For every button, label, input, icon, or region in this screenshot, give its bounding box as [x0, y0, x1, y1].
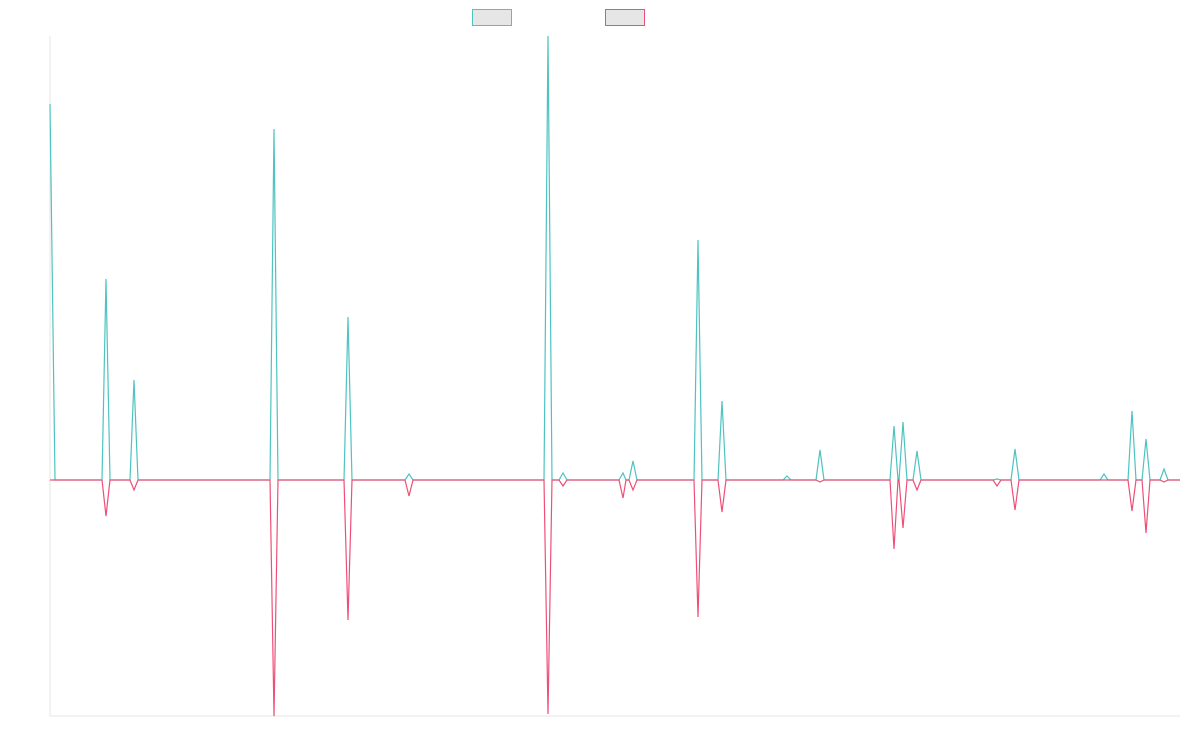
- axes: [49, 36, 1180, 717]
- series-line-1: [49, 35, 1180, 481]
- legend: [472, 9, 645, 26]
- series-line-2: [50, 479, 1180, 717]
- legend-swatch-1: [472, 9, 512, 26]
- series-layer: [49, 35, 1180, 717]
- legend-swatch-2: [605, 9, 645, 26]
